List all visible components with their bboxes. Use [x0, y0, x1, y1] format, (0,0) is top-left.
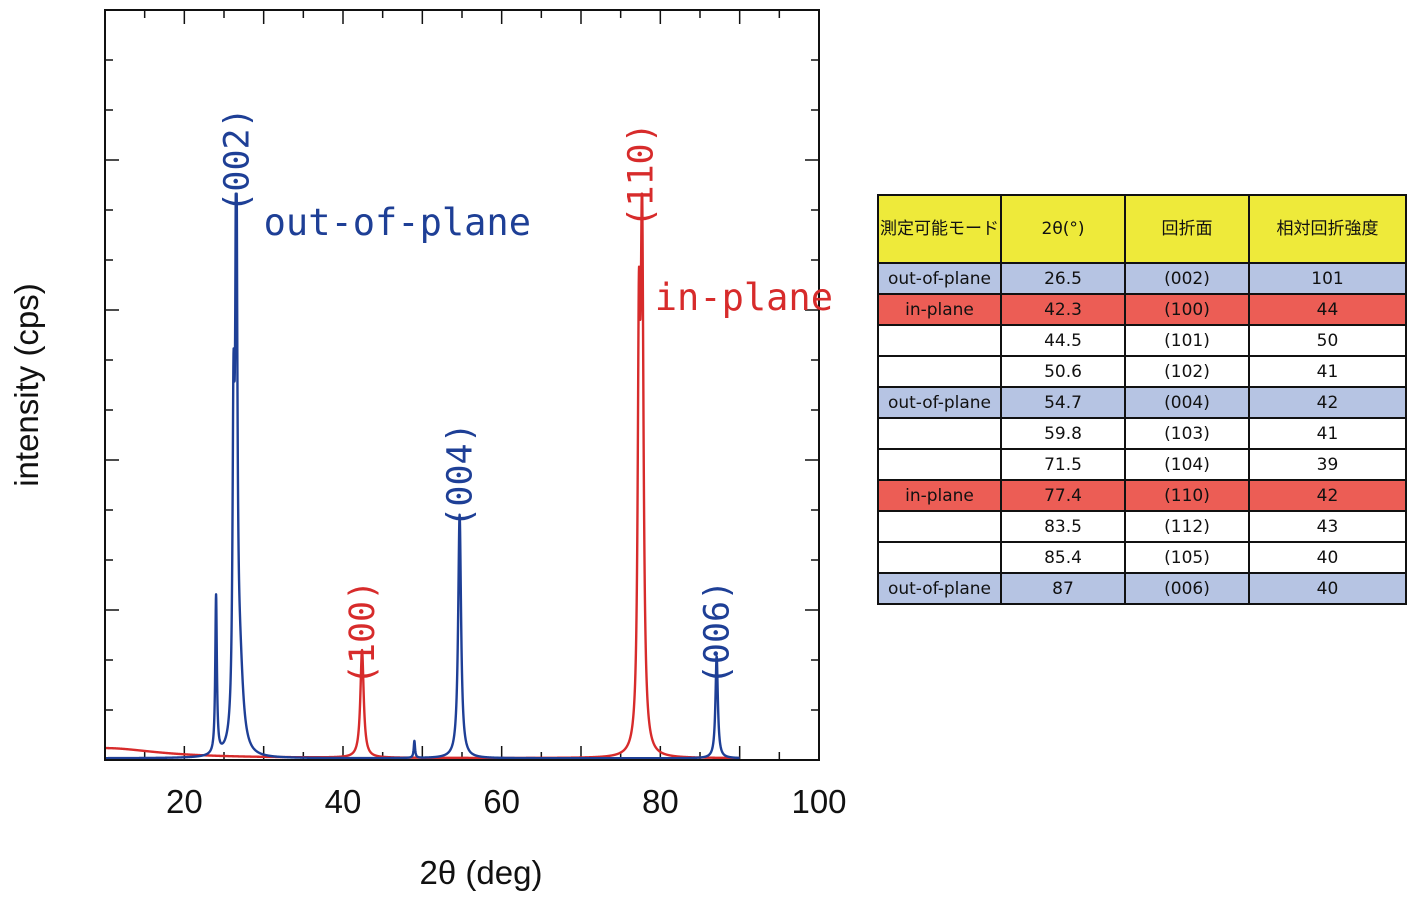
x-axis-label: 2θ (deg) [420, 854, 543, 891]
cell-intensity: 43 [1248, 510, 1407, 543]
peak-label: (006) [698, 580, 738, 685]
x-tick-label: 20 [166, 783, 203, 820]
table-row: 83.5 (112) 43 [877, 510, 1407, 543]
cell-angle: 83.5 [1000, 510, 1126, 543]
cell-mode: out-of-plane [877, 572, 1002, 605]
table-row: 85.4 (105) 40 [877, 541, 1407, 574]
cell-angle: 54.7 [1000, 386, 1126, 419]
table-row: 44.5 (101) 50 [877, 324, 1407, 357]
cell-intensity: 50 [1248, 324, 1407, 357]
cell-angle: 87 [1000, 572, 1126, 605]
peak-label: (100) [343, 580, 383, 685]
peak-label: (110) [622, 122, 662, 227]
x-tick-labels: 20 40 60 80 100 [166, 783, 847, 820]
plot-frame [104, 9, 820, 761]
cell-plane: (002) [1124, 262, 1250, 295]
table-row: out-of-plane 87 (006) 40 [877, 572, 1407, 605]
peak-label: (004) [441, 422, 481, 527]
cell-mode [877, 417, 1002, 450]
cell-mode [877, 324, 1002, 357]
table-row: out-of-plane 26.5 (002) 101 [877, 262, 1407, 295]
diffraction-table: 測定可能モード 2θ(°) 回折面 相対回折強度 out-of-plane 26.… [877, 194, 1407, 605]
x-tick-label: 60 [483, 783, 520, 820]
header-plane: 回折面 [1124, 194, 1250, 264]
cell-angle: 71.5 [1000, 448, 1126, 481]
header-mode: 測定可能モード [877, 194, 1002, 264]
cell-plane: (112) [1124, 510, 1250, 543]
cell-intensity: 41 [1248, 355, 1407, 388]
cell-plane: (004) [1124, 386, 1250, 419]
table-row: in-plane 42.3 (100) 44 [877, 293, 1407, 326]
peak-annotations: (002) (100) (004) (110) (006) out-of-plane in-… [217, 107, 833, 685]
cell-angle: 44.5 [1000, 324, 1126, 357]
cell-mode: out-of-plane [877, 262, 1002, 295]
cell-mode: out-of-plane [877, 386, 1002, 419]
table-row: 71.5 (104) 39 [877, 448, 1407, 481]
cell-intensity: 41 [1248, 417, 1407, 450]
cell-angle: 59.8 [1000, 417, 1126, 450]
cell-angle: 77.4 [1000, 479, 1126, 512]
table-row: in-plane 77.4 (110) 42 [877, 479, 1407, 512]
cell-plane: (110) [1124, 479, 1250, 512]
cell-intensity: 42 [1248, 479, 1407, 512]
cell-intensity: 39 [1248, 448, 1407, 481]
cell-plane: (105) [1124, 541, 1250, 574]
header-angle: 2θ(°) [1000, 194, 1126, 264]
cell-intensity: 40 [1248, 572, 1407, 605]
cell-angle: 85.4 [1000, 541, 1126, 574]
peak-label: (002) [217, 107, 257, 212]
cell-plane: (103) [1124, 417, 1250, 450]
y-axis-label: intensity (cps) [8, 283, 45, 487]
series-in-plane-line [103, 192, 741, 760]
cell-angle: 42.3 [1000, 293, 1126, 326]
cell-plane: (104) [1124, 448, 1250, 481]
table-row: 50.6 (102) 41 [877, 355, 1407, 388]
series-out-of-plane-line [103, 192, 741, 760]
cell-intensity: 40 [1248, 541, 1407, 574]
cell-intensity: 101 [1248, 262, 1407, 295]
cell-mode [877, 510, 1002, 543]
x-tick-label: 100 [791, 783, 846, 820]
cell-plane: (102) [1124, 355, 1250, 388]
series-label: in-plane [655, 276, 833, 319]
cell-plane: (006) [1124, 572, 1250, 605]
header-intensity: 相対回折強度 [1248, 194, 1407, 264]
table-header-row: 測定可能モード 2θ(°) 回折面 相対回折強度 [877, 194, 1407, 264]
cell-angle: 50.6 [1000, 355, 1126, 388]
cell-angle: 26.5 [1000, 262, 1126, 295]
series-layer [103, 192, 741, 760]
x-tick-label: 40 [325, 783, 362, 820]
cell-intensity: 42 [1248, 386, 1407, 419]
cell-mode [877, 541, 1002, 574]
cell-plane: (101) [1124, 324, 1250, 357]
cell-plane: (100) [1124, 293, 1250, 326]
cell-mode [877, 355, 1002, 388]
cell-mode: in-plane [877, 479, 1002, 512]
x-tick-label: 80 [642, 783, 679, 820]
cell-mode: in-plane [877, 293, 1002, 326]
cell-intensity: 44 [1248, 293, 1407, 326]
table-row: 59.8 (103) 41 [877, 417, 1407, 450]
series-label: out-of-plane [264, 201, 531, 244]
xrd-chart: 20 40 60 80 100 (002) (100) (004) (110) (006) out… [8, 9, 847, 891]
table-row: out-of-plane 54.7 (004) 42 [877, 386, 1407, 419]
cell-mode [877, 448, 1002, 481]
